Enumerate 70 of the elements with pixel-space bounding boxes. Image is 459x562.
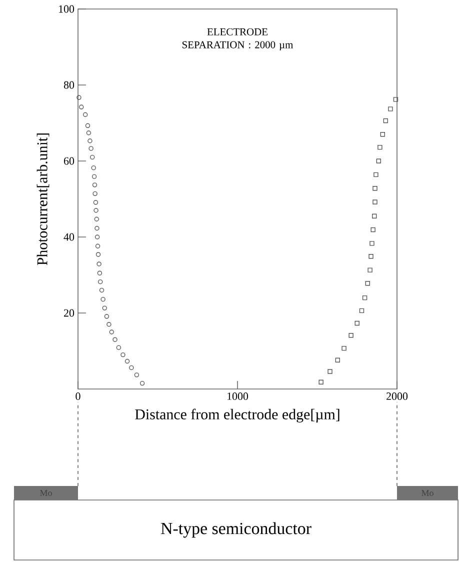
point <box>91 165 96 170</box>
point <box>94 208 98 213</box>
point <box>393 97 398 102</box>
point <box>90 154 95 160</box>
point <box>362 295 368 300</box>
point <box>388 106 393 112</box>
point <box>370 241 374 246</box>
point <box>92 182 98 188</box>
point <box>94 216 100 222</box>
point <box>86 130 92 136</box>
point <box>78 104 84 110</box>
point <box>96 262 102 266</box>
point <box>134 372 140 378</box>
point <box>109 330 114 334</box>
point <box>95 244 100 248</box>
point <box>335 358 340 362</box>
point <box>98 279 103 284</box>
y-axis-title: Photocurrent[arb.unit] <box>36 133 50 266</box>
point <box>374 172 378 178</box>
point <box>120 352 126 358</box>
y-tick-label: 80 <box>64 81 74 89</box>
x-tick-label: 1000 <box>228 392 248 400</box>
point <box>368 254 374 259</box>
point <box>354 320 360 326</box>
point <box>102 306 107 310</box>
point <box>97 270 102 276</box>
y-tick-label: 60 <box>64 157 74 165</box>
y-tick-label: 100 <box>59 5 74 13</box>
point <box>318 380 324 384</box>
point <box>376 158 382 164</box>
point <box>94 226 100 231</box>
point <box>112 337 118 342</box>
x-tick-label: 2000 <box>386 392 408 400</box>
point <box>104 314 110 319</box>
point <box>372 214 377 218</box>
y-tick-label: 20 <box>64 309 74 317</box>
text: N-type semiconductor <box>160 522 312 538</box>
point <box>82 112 88 117</box>
point <box>370 227 376 232</box>
y-tick-label: 40 <box>64 233 74 241</box>
point <box>88 146 94 151</box>
annotation: ELECTRODE SEPARATION : 2000 µm <box>182 28 294 50</box>
point <box>96 252 101 257</box>
point <box>383 118 388 124</box>
point <box>93 200 98 205</box>
x-tick-label: 0 <box>76 392 80 400</box>
point <box>380 132 385 137</box>
point <box>328 369 332 374</box>
point <box>100 296 106 302</box>
point <box>92 191 98 196</box>
point <box>129 365 134 370</box>
point <box>368 268 372 272</box>
point <box>372 186 378 191</box>
point <box>106 322 112 327</box>
point <box>99 288 104 293</box>
point <box>94 234 100 240</box>
point <box>124 358 130 364</box>
point <box>365 281 370 286</box>
point <box>85 123 90 128</box>
point <box>116 345 122 350</box>
point <box>359 308 364 314</box>
point <box>92 174 97 179</box>
x-axis-title: Distance from electrode edge[µm] <box>135 408 340 422</box>
point <box>342 346 346 351</box>
point <box>76 95 82 100</box>
point <box>140 380 145 386</box>
point <box>378 144 382 150</box>
point <box>372 200 378 204</box>
point <box>348 333 354 338</box>
point <box>88 138 92 144</box>
